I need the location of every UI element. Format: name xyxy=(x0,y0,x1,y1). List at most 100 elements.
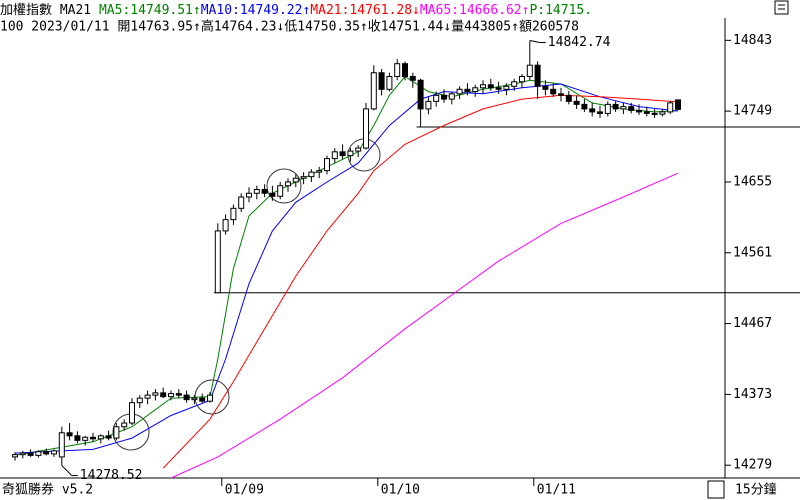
candle-body xyxy=(324,158,330,172)
candle-body xyxy=(105,435,112,439)
candle-body xyxy=(667,102,674,113)
candle-body xyxy=(441,94,447,100)
annotation-leader xyxy=(529,40,540,44)
candle-body xyxy=(199,397,206,402)
candle-body xyxy=(519,75,525,83)
candle-body xyxy=(43,451,50,455)
candle-body xyxy=(246,192,252,198)
candle-body xyxy=(480,84,486,89)
candle-body xyxy=(417,79,424,110)
candle-body xyxy=(425,100,432,110)
candle-body xyxy=(550,88,557,95)
candle-body xyxy=(464,88,471,93)
candle-body xyxy=(573,100,580,105)
candle-body xyxy=(191,397,198,401)
indicator: MA10:14749.22↑ xyxy=(201,3,311,18)
annotation-leader xyxy=(61,465,73,476)
x-tick-label: 01/11 xyxy=(537,483,576,498)
candle-body xyxy=(347,150,354,157)
candle-body xyxy=(82,436,89,441)
candle-body xyxy=(35,451,42,456)
candle-body xyxy=(300,176,307,179)
candle-body xyxy=(503,85,510,90)
candle-body xyxy=(222,219,229,232)
candle-body xyxy=(597,111,603,114)
indicator: P:14715. xyxy=(529,3,592,18)
candle-body xyxy=(456,88,463,95)
candle-body xyxy=(331,151,338,160)
candle-body xyxy=(66,432,73,437)
candle-body xyxy=(565,94,572,102)
candle-body xyxy=(129,402,135,424)
candle-body xyxy=(214,230,221,294)
candle-body xyxy=(363,108,369,149)
candle-body xyxy=(370,72,377,110)
candle-body xyxy=(394,63,401,77)
candle-body xyxy=(27,452,34,456)
indicator: MA65:14666.62↑ xyxy=(420,3,530,18)
candle-body xyxy=(651,112,658,115)
candle-body xyxy=(207,394,213,402)
candle-body xyxy=(316,170,323,173)
candle-body xyxy=(604,103,611,114)
indicator: 加權指數 MA21 xyxy=(0,3,99,18)
candle-body xyxy=(659,111,666,115)
candle-body xyxy=(636,109,642,113)
candle-body xyxy=(90,436,96,440)
header-indicators: 加權指數 MA21 MA5:14749.51↑MA10:14749.22↑MA2… xyxy=(0,3,592,18)
y-tick-label: 14561 xyxy=(733,245,772,260)
annotation: 14842.74 xyxy=(548,35,611,50)
candle-body xyxy=(51,450,57,455)
candle-body xyxy=(487,84,494,89)
candle-body xyxy=(495,87,502,90)
indicator: MA21:14761.28↓ xyxy=(310,3,420,18)
candle-body xyxy=(433,94,440,102)
x-tick-label: 01/09 xyxy=(225,483,264,498)
candle-body xyxy=(612,103,619,110)
candle-body xyxy=(378,72,385,90)
y-tick-label: 14467 xyxy=(733,316,772,331)
ma-line xyxy=(14,83,679,454)
indicator: MA5:14749.51↑ xyxy=(99,3,201,18)
candle-body xyxy=(448,93,455,100)
candle-body xyxy=(19,452,26,456)
scroll-button[interactable] xyxy=(707,480,725,499)
candle-body xyxy=(175,393,182,396)
brand: 奇狐勝券 v5.2 xyxy=(2,482,93,498)
candle-body xyxy=(285,181,291,187)
candle-body xyxy=(97,435,104,440)
candle-body xyxy=(74,435,81,441)
candle-body xyxy=(238,196,245,209)
annotation: 14278.52 xyxy=(80,468,143,483)
candle-body xyxy=(136,397,143,404)
candle-body xyxy=(675,99,681,110)
candle-body xyxy=(168,393,174,398)
window-button[interactable] xyxy=(774,0,789,15)
candle-body xyxy=(269,192,276,197)
candle-body xyxy=(121,422,128,428)
header-quote: 100 2023/01/11 開14763.95↑高14764.23↓低1475… xyxy=(0,19,579,35)
candle-body xyxy=(534,64,541,87)
candle-body xyxy=(292,177,299,183)
candle-body xyxy=(58,432,65,458)
x-tick-label: 01/10 xyxy=(381,483,420,498)
y-tick-label: 14655 xyxy=(733,174,772,189)
y-tick-label: 14843 xyxy=(733,33,772,48)
candle-body xyxy=(409,75,416,81)
y-tick-label: 14373 xyxy=(733,387,772,402)
candle-body xyxy=(620,106,627,110)
candle-body xyxy=(558,93,564,96)
candle-body xyxy=(160,392,167,398)
candle-body xyxy=(277,185,284,197)
candle-body xyxy=(339,151,346,157)
period[interactable]: 15分鐘 xyxy=(735,482,777,498)
candle-body xyxy=(230,207,237,221)
highlight-circle xyxy=(266,168,302,204)
ma-line xyxy=(162,94,679,469)
candle-body xyxy=(144,394,151,399)
candle-body xyxy=(542,85,549,90)
candle-body xyxy=(113,426,120,439)
candle-body xyxy=(308,171,315,178)
